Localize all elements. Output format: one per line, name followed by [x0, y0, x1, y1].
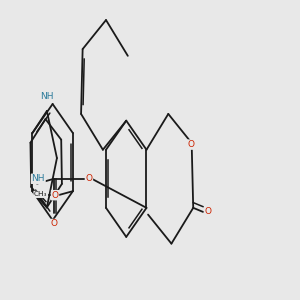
- Text: CH₃: CH₃: [34, 191, 47, 197]
- Text: O: O: [188, 140, 194, 149]
- Text: O: O: [52, 191, 58, 200]
- Text: NH: NH: [32, 174, 45, 183]
- Text: O: O: [51, 220, 58, 229]
- Text: O: O: [85, 174, 92, 183]
- Text: NH: NH: [40, 92, 54, 101]
- Text: O: O: [205, 207, 212, 216]
